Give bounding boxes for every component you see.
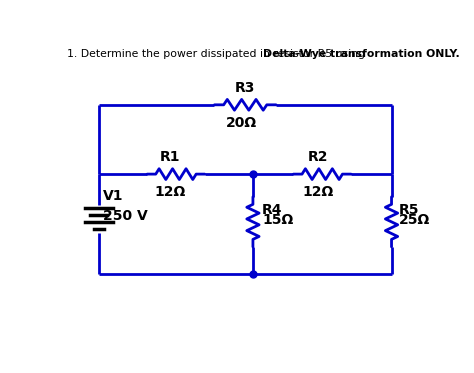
Text: 20Ω: 20Ω bbox=[226, 116, 257, 129]
Text: R5: R5 bbox=[399, 203, 420, 217]
Text: R3: R3 bbox=[235, 81, 255, 95]
Text: R4: R4 bbox=[262, 203, 283, 217]
Text: 25Ω: 25Ω bbox=[399, 213, 430, 227]
Text: R2: R2 bbox=[308, 150, 328, 164]
Text: 1. Determine the power dissipated in resistor R5 using: 1. Determine the power dissipated in res… bbox=[66, 48, 368, 59]
Text: R1: R1 bbox=[160, 150, 180, 164]
Text: V1: V1 bbox=[103, 189, 123, 203]
Text: Delta-Wye transformation ONLY.: Delta-Wye transformation ONLY. bbox=[263, 48, 460, 59]
Text: 15Ω: 15Ω bbox=[262, 213, 293, 227]
Text: 250 V: 250 V bbox=[103, 209, 147, 223]
Text: 12Ω: 12Ω bbox=[303, 185, 334, 199]
Text: 12Ω: 12Ω bbox=[154, 185, 185, 199]
